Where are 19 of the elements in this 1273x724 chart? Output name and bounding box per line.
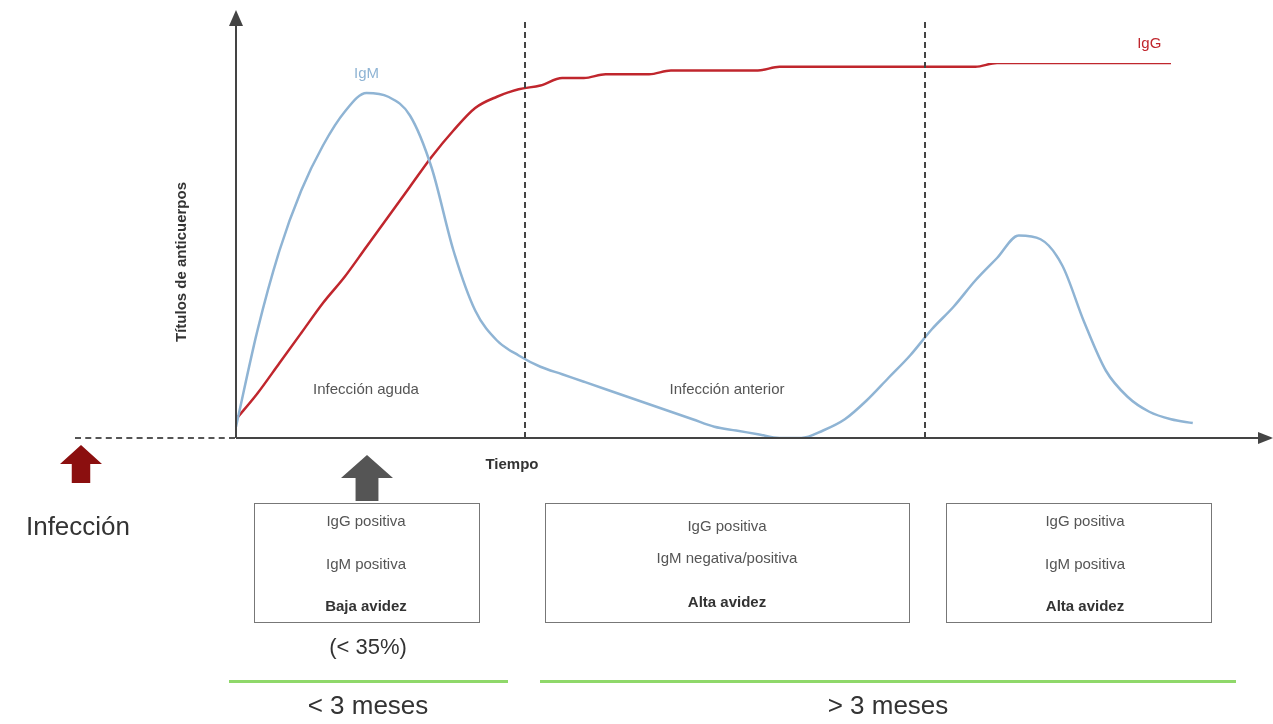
text: Baja avidez — [325, 597, 407, 614]
text: < 3 meses — [307, 690, 429, 721]
text: IgM positiva — [1044, 555, 1126, 572]
text: IgM negativa/positiva — [656, 549, 798, 566]
annotation: Infección aguda — [313, 380, 419, 397]
series-label: IgM — [353, 63, 379, 81]
text: Alta avidez — [1045, 597, 1125, 614]
annotation: Infección anterior — [669, 380, 785, 397]
text: Alta avidez — [687, 593, 767, 610]
text: Infección — [25, 511, 131, 542]
text: IgG positiva — [326, 512, 406, 529]
text: IgM positiva — [325, 555, 407, 572]
text: IgG positiva — [687, 517, 767, 534]
y-axis-title: Títulos de anticuerpos — [171, 181, 189, 343]
series-label: IgG — [1137, 33, 1162, 51]
text: (< 35%) — [329, 634, 407, 660]
text: IgG positiva — [1045, 512, 1125, 529]
text: > 3 meses — [827, 690, 949, 721]
x-axis-title: Tiempo — [485, 455, 539, 472]
